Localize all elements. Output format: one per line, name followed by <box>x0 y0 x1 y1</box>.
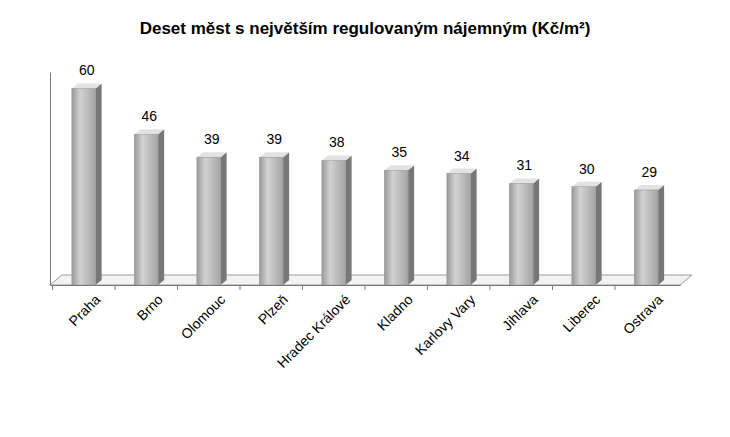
bar <box>72 88 96 285</box>
bar-top <box>134 129 164 134</box>
bar <box>322 160 346 285</box>
bar-side <box>596 182 602 285</box>
bar-top <box>447 169 477 174</box>
x-tick-mark <box>552 285 553 290</box>
bar-top <box>384 165 414 170</box>
chart: Deset měst s největším regulovaným nájem… <box>0 0 730 437</box>
x-tick: Praha <box>53 285 104 329</box>
x-tick: Olomouc <box>177 285 228 342</box>
x-tick: Karlovy Vary <box>412 285 479 358</box>
bar-side <box>346 155 352 285</box>
x-tick-label: Ostrava <box>620 291 666 337</box>
x-tick-mark <box>240 285 241 290</box>
data-label: 29 <box>641 164 657 180</box>
x-tick-mark <box>115 285 116 290</box>
x-tick: Jihlava <box>490 285 541 334</box>
data-label: 60 <box>79 62 95 78</box>
bar-top <box>72 83 102 88</box>
bar-top <box>572 182 602 187</box>
data-label: 35 <box>391 144 407 160</box>
x-tick-label: Liberec <box>560 291 604 335</box>
x-tick: Ostrava <box>615 285 666 337</box>
bar-side <box>658 185 664 285</box>
x-tick-label: Olomouc <box>177 291 228 342</box>
bars <box>72 83 664 285</box>
bar <box>634 190 658 285</box>
x-tick-mark <box>427 285 428 290</box>
x-tick-mark <box>177 285 178 290</box>
x-tick: Liberec <box>553 285 604 335</box>
bar-top <box>509 178 539 183</box>
bar <box>134 134 158 285</box>
data-labels: 60 46 39 39 38 35 34 31 30 29 <box>79 62 657 180</box>
x-tick-mark <box>615 285 616 290</box>
bar <box>384 170 408 285</box>
x-axis: Praha Brno Olomouc PlzeňHradec Králové Kladn… <box>51 285 681 371</box>
bar <box>447 174 471 285</box>
data-label: 34 <box>454 148 470 164</box>
bar <box>259 157 283 285</box>
bar <box>197 157 221 285</box>
bar-top <box>197 152 227 157</box>
x-tick-label: Plzeň <box>255 291 291 327</box>
bar-side <box>96 83 102 285</box>
x-tick: Brno <box>115 285 166 324</box>
bar-top <box>322 155 352 160</box>
y-axis <box>50 73 51 286</box>
x-tick: Plzeň <box>240 285 291 327</box>
x-tick-label: Kladno <box>374 291 416 333</box>
bar <box>509 183 533 285</box>
bar-side <box>283 152 289 285</box>
bar-side <box>408 165 414 285</box>
title: Deset měst s největším regulovaným nájem… <box>140 19 591 38</box>
x-tick: Kladno <box>365 285 416 334</box>
data-label: 39 <box>266 131 282 147</box>
data-label: 31 <box>516 157 532 173</box>
x-tick-mark <box>52 285 53 290</box>
y-axis-line <box>50 73 51 286</box>
x-tick: Hradec Králové <box>274 285 354 371</box>
bar-top <box>634 185 664 190</box>
data-label: 46 <box>141 108 157 124</box>
x-tick-label: Brno <box>134 291 166 323</box>
x-tick-mark <box>302 285 303 290</box>
x-tick-label: Jihlava <box>499 291 541 333</box>
x-tick-mark <box>490 285 491 290</box>
x-tick-label: Hradec Králové <box>274 291 354 371</box>
bar-side <box>221 152 227 285</box>
bar-side <box>158 129 164 285</box>
bar-top <box>259 152 289 157</box>
data-label: 30 <box>579 161 595 177</box>
bar-side <box>471 169 477 285</box>
bar-side <box>533 178 539 285</box>
x-tick-label: Praha <box>66 291 104 329</box>
data-label: 38 <box>329 134 345 150</box>
data-label: 39 <box>204 131 220 147</box>
x-tick-label: Karlovy Vary <box>412 291 479 358</box>
bar <box>572 187 596 285</box>
x-tick-mark <box>365 285 366 290</box>
